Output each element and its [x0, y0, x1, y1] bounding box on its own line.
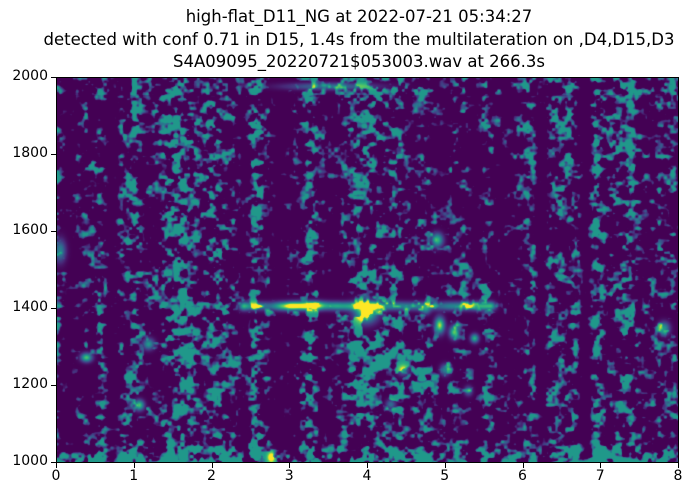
y-tick-label: 1800 [12, 145, 48, 161]
x-tick-label: 4 [362, 468, 372, 484]
x-tick-mark [522, 463, 524, 468]
x-tick-mark [600, 463, 602, 468]
x-tick-label: 2 [207, 468, 216, 484]
y-tick-label: 1000 [12, 453, 48, 469]
x-tick-label: 7 [595, 468, 605, 484]
y-tick-label: 1200 [12, 376, 48, 392]
title-line-1: high-flat_D11_NG at 2022-07-21 05:34:27 [185, 7, 533, 26]
y-tick-mark [51, 385, 56, 386]
x-tick-mark [678, 463, 679, 468]
x-tick-label: 6 [518, 468, 527, 484]
x-tick-label: 8 [673, 468, 683, 484]
y-tick-label: 1400 [12, 299, 48, 315]
y-tick-label: 2000 [12, 68, 48, 84]
y-tick-mark [51, 154, 56, 155]
x-tick-label: 3 [284, 468, 294, 484]
x-tick-mark [367, 463, 368, 468]
x-tick-label: 0 [51, 468, 61, 484]
y-tick-mark [51, 308, 56, 309]
plot-title: high-flat_D11_NG at 2022-07-21 05:34:27 … [39, 6, 679, 74]
y-tick-mark [51, 77, 56, 78]
x-tick-mark [56, 463, 57, 468]
title-line-2: detected with conf 0.71 in D15, 1.4s fro… [43, 29, 675, 49]
y-tick-mark [51, 231, 56, 232]
plot-area [56, 77, 679, 463]
x-tick-mark [133, 463, 135, 468]
spectrogram-canvas [57, 78, 678, 462]
y-tick-mark [51, 462, 56, 463]
title-line-3: S4A09095_20220721$053003.wav at 266.3s [173, 52, 545, 71]
x-tick-label: 1 [129, 468, 139, 484]
x-tick-mark [211, 463, 213, 468]
x-tick-mark [289, 463, 291, 468]
x-tick-mark [444, 463, 446, 468]
y-tick-label: 1600 [12, 222, 48, 238]
x-tick-label: 5 [440, 468, 450, 484]
